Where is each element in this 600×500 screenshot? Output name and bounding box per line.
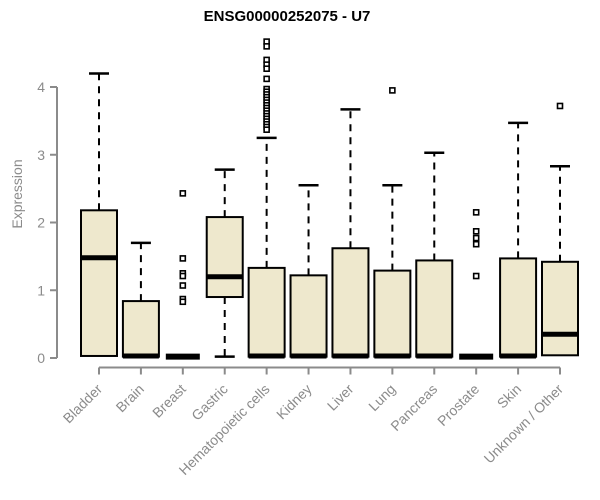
box-gastric <box>205 168 244 358</box>
box-pancreas <box>415 151 454 359</box>
box-body <box>80 209 118 357</box>
outlier-point <box>556 102 564 110</box>
box-body <box>247 266 286 358</box>
box-body <box>289 274 328 358</box>
box-body <box>499 257 538 358</box>
outlier-point <box>389 87 396 94</box>
box-body <box>205 216 244 299</box>
box-body <box>121 300 160 358</box>
outlier-point <box>472 272 480 280</box>
box-brain <box>121 241 160 359</box>
x-category-label: Pancreas <box>387 381 440 434</box>
box-skin <box>499 121 538 359</box>
outlier-point <box>179 272 187 280</box>
outlier-point <box>263 75 270 83</box>
outlier-point <box>263 126 270 133</box>
outlier-point <box>472 228 480 235</box>
outlier-point <box>263 65 270 73</box>
x-category-label: Breast <box>149 381 189 421</box>
chart-title: ENSG00000252075 - U7 <box>203 8 371 25</box>
x-category-label: Skin <box>494 381 525 412</box>
x-category-label: Brain <box>113 381 147 415</box>
x-category-label: Lung <box>365 381 398 414</box>
x-category-label: Bladder <box>60 381 106 427</box>
x-category-label: Unknown / Other <box>481 381 567 467</box>
y-tick-label: 3 <box>37 147 45 163</box>
outlier-point <box>263 43 270 50</box>
box-liver <box>331 108 370 359</box>
y-tick-label: 1 <box>37 282 45 298</box>
x-category-label: Kidney <box>273 381 315 423</box>
box-body <box>540 260 579 357</box>
box-prostate <box>459 209 494 360</box>
outlier-point <box>179 298 187 306</box>
box-body <box>373 269 412 358</box>
outlier-point <box>179 255 187 262</box>
box-unknown-other <box>540 102 579 357</box>
outlier-point <box>472 234 480 242</box>
y-tick-label: 0 <box>37 350 45 366</box>
box-bladder <box>80 72 118 357</box>
x-category-label: Liver <box>324 381 357 414</box>
box-kidney <box>289 183 328 359</box>
box-lung <box>373 87 412 359</box>
outlier-point <box>179 282 187 289</box>
box-hematopoietic-cells <box>247 38 286 359</box>
box-body <box>331 247 370 358</box>
y-tick-label: 2 <box>37 215 45 231</box>
outlier-point <box>472 240 480 248</box>
y-tick-label: 4 <box>37 79 45 95</box>
outlier-point <box>179 190 187 197</box>
box-body <box>415 259 454 358</box>
outlier-point <box>472 209 480 216</box>
y-axis: 0 1 2 3 4 <box>37 79 58 366</box>
x-category-label: Prostate <box>434 381 482 429</box>
box-breast <box>165 190 200 360</box>
